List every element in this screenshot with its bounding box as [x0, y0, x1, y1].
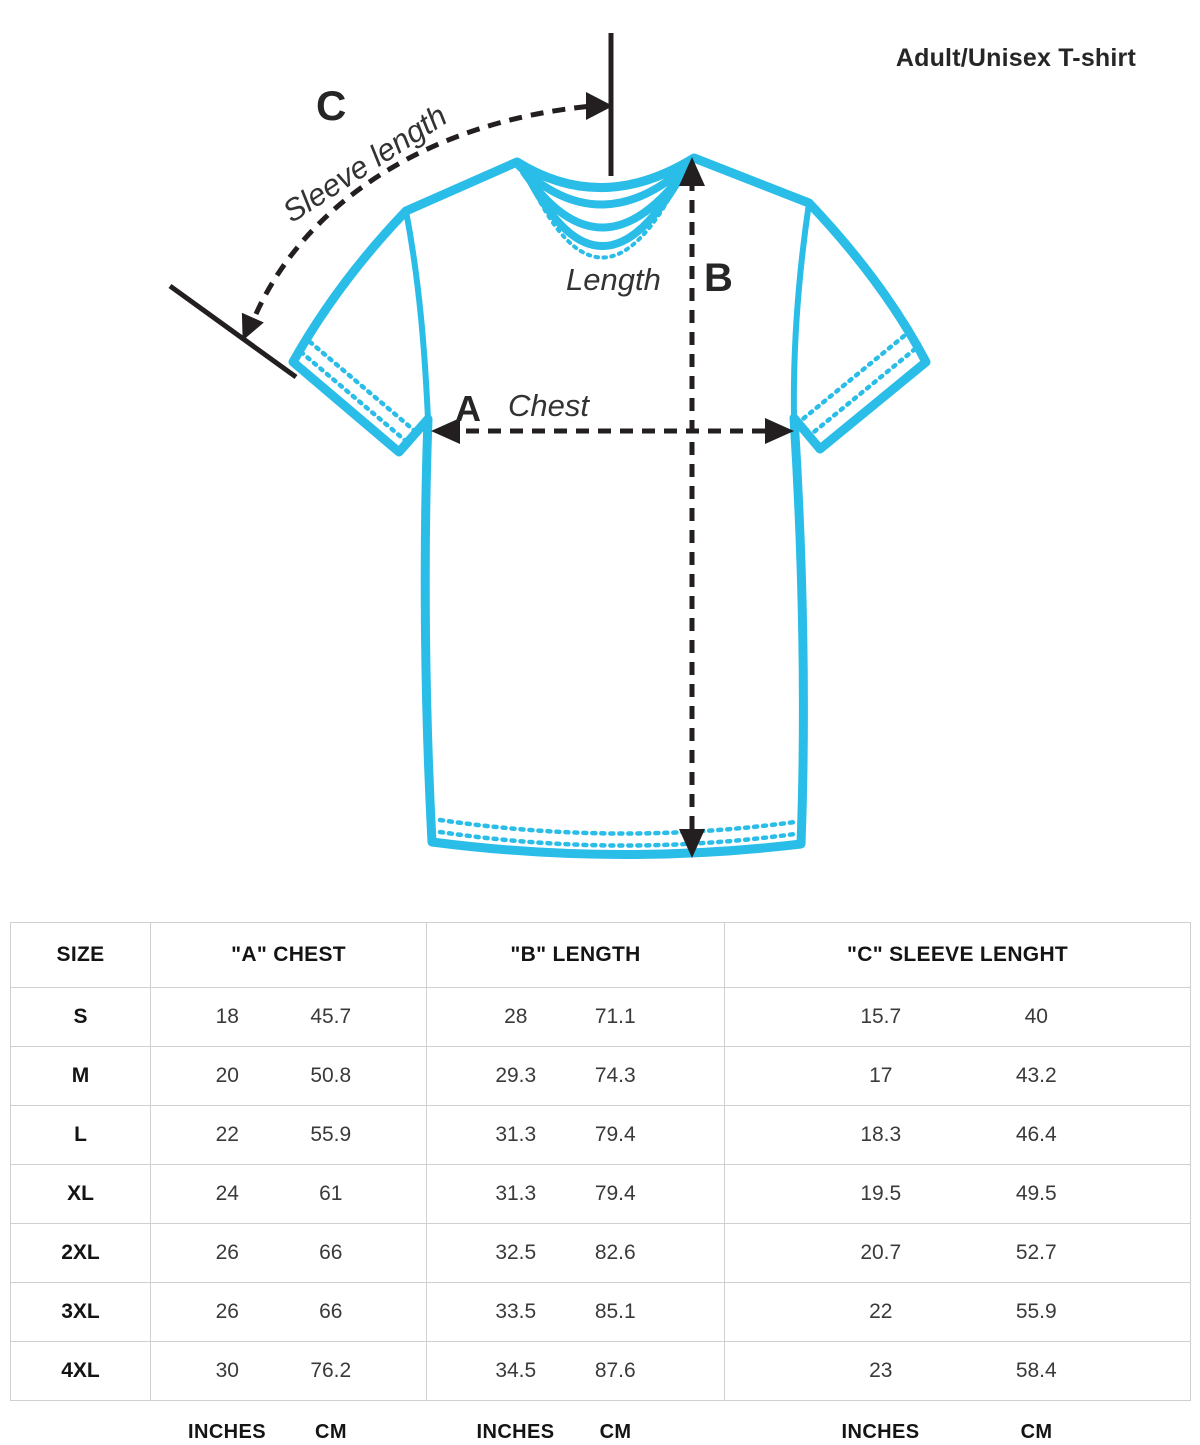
length-cm-cell: 74.3	[575, 1046, 726, 1106]
sleeve-cm-cell: 58.4	[957, 1341, 1192, 1401]
sleeve-cm-cell: 46.4	[957, 1105, 1192, 1165]
hem-stitch	[437, 817, 798, 848]
label-a-letter: A	[455, 388, 481, 429]
units-cm-label: CM	[575, 1400, 725, 1445]
size-table: SIZE "A" CHEST "B" LENGTH "C" SLEEVE LEN…	[10, 922, 1192, 1445]
sleeve-inches-cell: 20.7	[724, 1223, 958, 1283]
a-arrowhead-left	[431, 418, 460, 444]
sleeve-cm-cell: 55.9	[957, 1282, 1192, 1342]
chest-cm-cell: 55.9	[288, 1105, 428, 1165]
table-row: S 18 45.7 28 71.1 15.7 40	[10, 987, 1192, 1047]
length-cm-cell: 79.4	[575, 1105, 726, 1165]
sleeve-cm-cell: 43.2	[957, 1046, 1192, 1106]
chest-inches-cell: 24	[150, 1164, 289, 1224]
chest-inches-cell: 26	[150, 1223, 289, 1283]
header-chest: "A" CHEST	[149, 922, 428, 988]
size-cell: XL	[10, 1164, 151, 1224]
length-inches-cell: 33.5	[426, 1282, 576, 1342]
c-arrow-curve	[253, 103, 593, 316]
sleeve-inches-cell: 23	[724, 1341, 958, 1401]
collar-stitch-dotted	[531, 180, 680, 260]
armhole-seam-right	[790, 200, 812, 421]
tshirt-measurement-diagram: Adult/Unisex T-shirt C Sleeve length Len…	[168, 33, 1136, 859]
table-row: 4XL 30 76.2 34.5 87.6 23 58.4	[10, 1341, 1192, 1401]
size-cell: L	[10, 1105, 151, 1165]
units-inches-label: INCHES	[150, 1400, 289, 1445]
table-row: L 22 55.9 31.3 79.4 18.3 46.4	[10, 1105, 1192, 1165]
sleeve-cm-cell: 52.7	[957, 1223, 1192, 1283]
units-empty-cell	[10, 1400, 151, 1445]
length-inches-cell: 34.5	[426, 1341, 576, 1401]
length-cm-cell: 79.4	[575, 1164, 726, 1224]
table-row: 2XL 26 66 32.5 82.6 20.7 52.7	[10, 1223, 1192, 1283]
collar-seam-3	[526, 170, 686, 250]
sleeve-inches-cell: 18.3	[724, 1105, 958, 1165]
length-cm-cell: 71.1	[575, 987, 726, 1047]
label-b-letter: B	[704, 256, 733, 300]
length-inches-cell: 28	[426, 987, 576, 1047]
length-inches-cell: 31.3	[426, 1105, 576, 1165]
length-cm-cell: 82.6	[575, 1223, 726, 1283]
table-row: 3XL 26 66 33.5 85.1 22 55.9	[10, 1282, 1192, 1342]
size-cell: 2XL	[10, 1223, 151, 1283]
b-arrowhead-bottom	[679, 829, 705, 858]
size-cell: M	[10, 1046, 151, 1106]
cuff-stitch-right	[795, 333, 918, 439]
units-cm-label: CM	[288, 1400, 427, 1445]
length-inches-cell: 32.5	[426, 1223, 576, 1283]
table-row: M 20 50.8 29.3 74.3 17 43.2	[10, 1046, 1192, 1106]
chest-cm-cell: 76.2	[288, 1341, 428, 1401]
chest-cm-cell: 61	[288, 1164, 428, 1224]
label-c-letter: C	[316, 82, 347, 129]
c-arrowhead-left	[241, 312, 264, 341]
chest-cm-cell: 66	[288, 1282, 428, 1342]
units-inches-label: INCHES	[724, 1400, 958, 1445]
size-cell: S	[10, 987, 151, 1047]
chest-inches-cell: 20	[150, 1046, 289, 1106]
length-inches-cell: 31.3	[426, 1164, 576, 1224]
chest-inches-cell: 18	[150, 987, 289, 1047]
arrowheads	[241, 92, 794, 858]
size-cell: 3XL	[10, 1282, 151, 1342]
table-row: XL 24 61 31.3 79.4 19.5 49.5	[10, 1164, 1192, 1224]
chest-inches-cell: 22	[150, 1105, 289, 1165]
length-inches-cell: 29.3	[426, 1046, 576, 1106]
chest-cm-cell: 45.7	[288, 987, 428, 1047]
c-arrowhead-right	[586, 92, 613, 120]
collar-seam-1	[515, 158, 695, 209]
page-title: Adult/Unisex T-shirt	[895, 44, 1136, 72]
tshirt-illustration	[288, 153, 931, 859]
header-length: "B" LENGTH	[426, 922, 726, 988]
chest-inches-cell: 26	[150, 1282, 289, 1342]
sleeve-inches-cell: 19.5	[724, 1164, 958, 1224]
chest-cm-cell: 50.8	[288, 1046, 428, 1106]
b-arrowhead-top	[679, 157, 705, 186]
units-inches-label: INCHES	[426, 1400, 576, 1445]
sleeve-inches-cell: 15.7	[724, 987, 958, 1047]
header-sleeve: "C" SLEEVE LENGHT	[724, 922, 1192, 988]
size-cell: 4XL	[10, 1341, 151, 1401]
tshirt-diagram-svg	[168, 33, 931, 859]
label-chest: Chest	[508, 388, 589, 423]
chest-cm-cell: 66	[288, 1223, 428, 1283]
header-size: SIZE	[10, 922, 151, 988]
sleeve-inches-cell: 22	[724, 1282, 958, 1342]
chest-inches-cell: 30	[150, 1341, 289, 1401]
units-cm-label: CM	[957, 1400, 1191, 1445]
sleeve-cm-cell: 40	[957, 987, 1192, 1047]
armhole-seam-left	[403, 208, 431, 422]
tshirt-outline	[288, 153, 931, 859]
label-length: Length	[566, 262, 661, 297]
sleeve-cm-cell: 49.5	[957, 1164, 1192, 1224]
measurement-marks	[168, 33, 781, 838]
units-row: INCHES CM INCHES CM INCHES CM	[10, 1400, 1191, 1445]
a-arrowhead-right	[765, 418, 794, 444]
sleeve-tangent-line	[168, 283, 298, 380]
cuff-stitch-left	[298, 339, 419, 445]
length-cm-cell: 85.1	[575, 1282, 726, 1342]
sleeve-inches-cell: 17	[724, 1046, 958, 1106]
length-cm-cell: 87.6	[575, 1341, 726, 1401]
table-header-row: SIZE "A" CHEST "B" LENGTH "C" SLEEVE LEN…	[10, 922, 1192, 988]
